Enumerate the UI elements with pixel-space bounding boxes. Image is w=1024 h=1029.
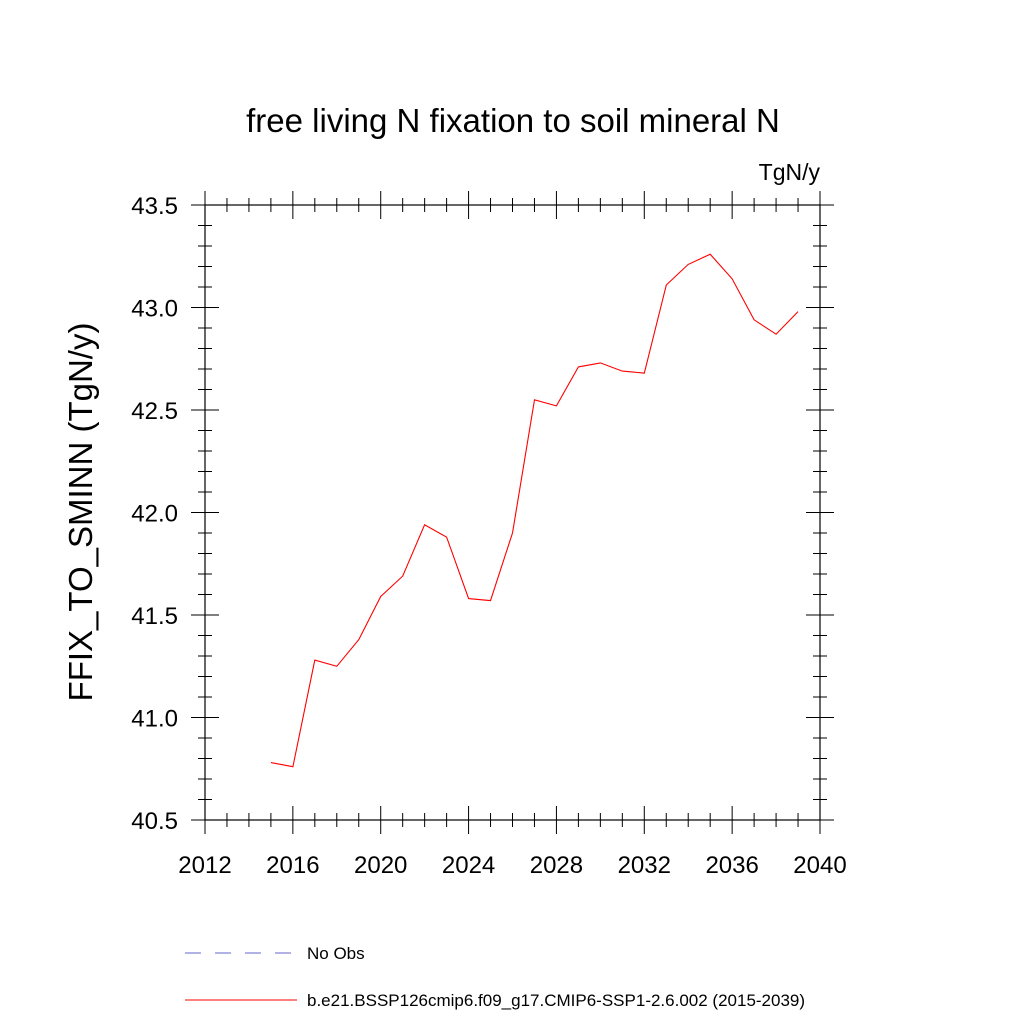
units-label: TgN/y [759, 159, 821, 185]
y-tick-label: 41.0 [131, 706, 178, 733]
y-tick-label: 42.5 [131, 398, 178, 425]
axis-ticks [191, 191, 834, 834]
legend-label-model: b.e21.BSSP126cmip6.f09_g17.CMIP6-SSP1-2.… [307, 991, 805, 1010]
x-tick-label: 2036 [705, 852, 758, 879]
x-tick-label: 2012 [178, 852, 231, 879]
x-tick-label: 2032 [618, 852, 671, 879]
legend: No Obs b.e21.BSSP126cmip6.f09_g17.CMIP6-… [185, 944, 805, 1010]
y-tick-label: 43.0 [131, 296, 178, 323]
y-tick-label: 41.5 [131, 603, 178, 630]
legend-label-no-obs: No Obs [307, 944, 365, 963]
series-group [270, 253, 799, 768]
y-tick-label: 42.0 [131, 501, 178, 528]
chart-title: free living N fixation to soil mineral N [246, 102, 780, 139]
series-line [270, 253, 799, 768]
y-tick-label: 43.5 [131, 193, 178, 220]
x-tick-label: 2028 [530, 852, 583, 879]
tick-labels: 2012 2016 2020 2024 2028 2032 2036 2040 40.5 41.0… [131, 193, 846, 879]
y-axis-label: FFIX_TO_SMINN (TgN/y) [62, 323, 99, 702]
x-tick-label: 2024 [442, 852, 495, 879]
x-tick-label: 2040 [793, 852, 846, 879]
x-tick-label: 2020 [354, 852, 407, 879]
plot-frame [204, 204, 821, 821]
x-tick-label: 2016 [266, 852, 319, 879]
y-tick-label: 40.5 [131, 808, 178, 835]
